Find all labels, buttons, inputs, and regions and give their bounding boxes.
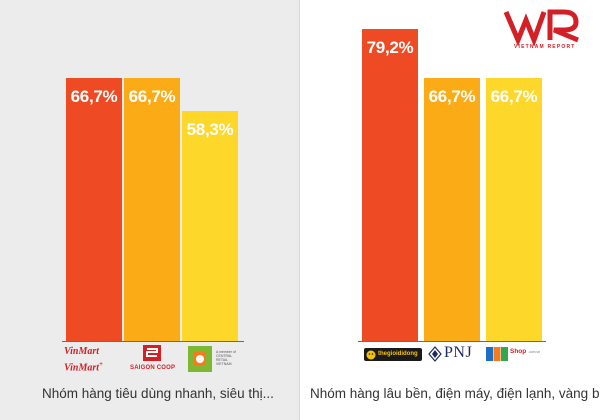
- saigon-coop-icon: [143, 345, 161, 361]
- bar-value-label: 66,7%: [490, 87, 538, 106]
- bar-fmcg-3: [182, 111, 238, 341]
- bar-value-label: 79,2%: [366, 38, 414, 57]
- thegioididong-icon: [366, 350, 376, 359]
- bar-value-label: 66,7%: [70, 87, 118, 106]
- bar-durables-1: [362, 29, 418, 341]
- fpt-shop-logo: Shop .com.vn: [486, 346, 544, 364]
- fpt-shop-domain: .com.vn: [528, 350, 541, 354]
- fpt-shop-wordmark: Shop: [510, 348, 527, 355]
- vinmart-plus-wordmark: VinMart+: [64, 360, 103, 373]
- bar-durables-3: [486, 78, 542, 341]
- vietnam-report-icon: [503, 9, 579, 48]
- thegioididong-logo: thegioididong: [364, 348, 422, 362]
- vinmart-plus-name: VinMart: [64, 362, 100, 374]
- caption-fmcg: Nhóm hàng tiêu dùng nhanh, siêu thị...: [42, 386, 274, 401]
- vietnam-report-wordmark: VIETNAM REPORT: [514, 44, 576, 50]
- bar-fmcg-1: [66, 78, 122, 341]
- vinmart-logo: VinMart VinMart+: [62, 346, 122, 378]
- thegioididong-badge: [364, 348, 422, 361]
- bar-durables-2: [424, 78, 480, 341]
- bach-hoa-xanh-note: A member of CENTRAL RETAIL VIETNAM: [216, 350, 236, 366]
- bar-value-label: 58,3%: [186, 120, 234, 139]
- fpt-icon: [486, 347, 508, 361]
- bar-fmcg-2: [124, 78, 180, 341]
- pnj-logo: PNJ: [428, 344, 480, 364]
- bar-value-label: 66,7%: [428, 87, 476, 106]
- saigon-coop-logo: SAIGON COOP: [126, 344, 182, 378]
- bach-hoa-xanh-icon: [188, 346, 212, 372]
- thegioididong-wordmark: thegioididong: [378, 351, 418, 357]
- pnj-wordmark: PNJ: [444, 344, 473, 361]
- bar-value-label: 66,7%: [128, 87, 176, 106]
- vinmart-plus-sign: +: [99, 360, 104, 368]
- vietnam-report-logo: VIETNAM REPORT: [500, 6, 595, 56]
- left-baseline: [62, 341, 244, 342]
- panel-divider: [299, 0, 300, 420]
- right-baseline: [358, 341, 546, 342]
- saigon-coop-wordmark: SAIGON COOP: [130, 365, 176, 371]
- vinmart-wordmark: VinMart: [64, 346, 100, 357]
- pnj-icon: [428, 346, 442, 362]
- caption-durables: Nhóm hàng lâu bền, điện máy, điện lạnh, …: [310, 386, 600, 401]
- bach-hoa-xanh-logo: A member of CENTRAL RETAIL VIETNAM: [186, 344, 244, 378]
